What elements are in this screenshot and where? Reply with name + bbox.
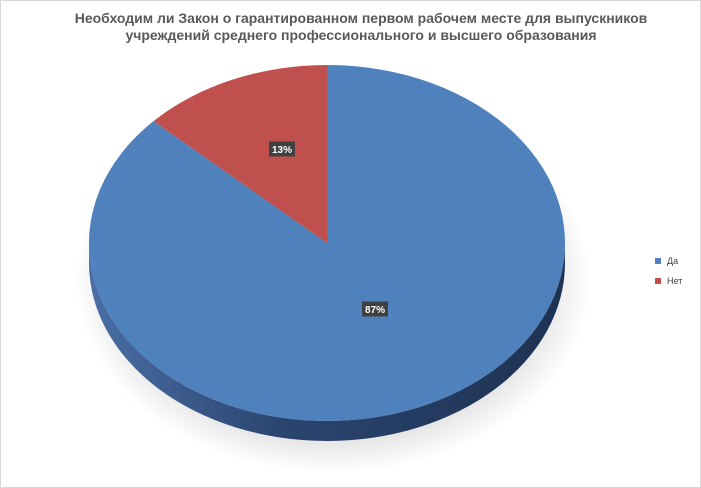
data-label-net: 13% (272, 145, 292, 156)
data-label-bg-da (362, 301, 388, 317)
slice-net (153, 65, 327, 243)
legend-swatch-da (655, 258, 661, 264)
chart-title: Необходим ли Закон о гарантированном пер… (41, 10, 681, 44)
slice-da (88, 65, 565, 421)
legend-label-net: Нет (667, 276, 683, 286)
chart-title-line-2: учреждений среднего профессионального и … (125, 27, 597, 43)
chart-title-line-1: Необходим ли Закон о гарантированном пер… (74, 10, 648, 26)
legend-item-da: Да (655, 251, 682, 271)
legend: Да Нет (655, 251, 682, 291)
legend-item-net: Нет (655, 271, 682, 291)
legend-swatch-net (655, 278, 661, 284)
legend-label-da: Да (667, 256, 679, 266)
data-label-bg-net (269, 141, 295, 157)
data-label-da: 87% (365, 305, 385, 316)
